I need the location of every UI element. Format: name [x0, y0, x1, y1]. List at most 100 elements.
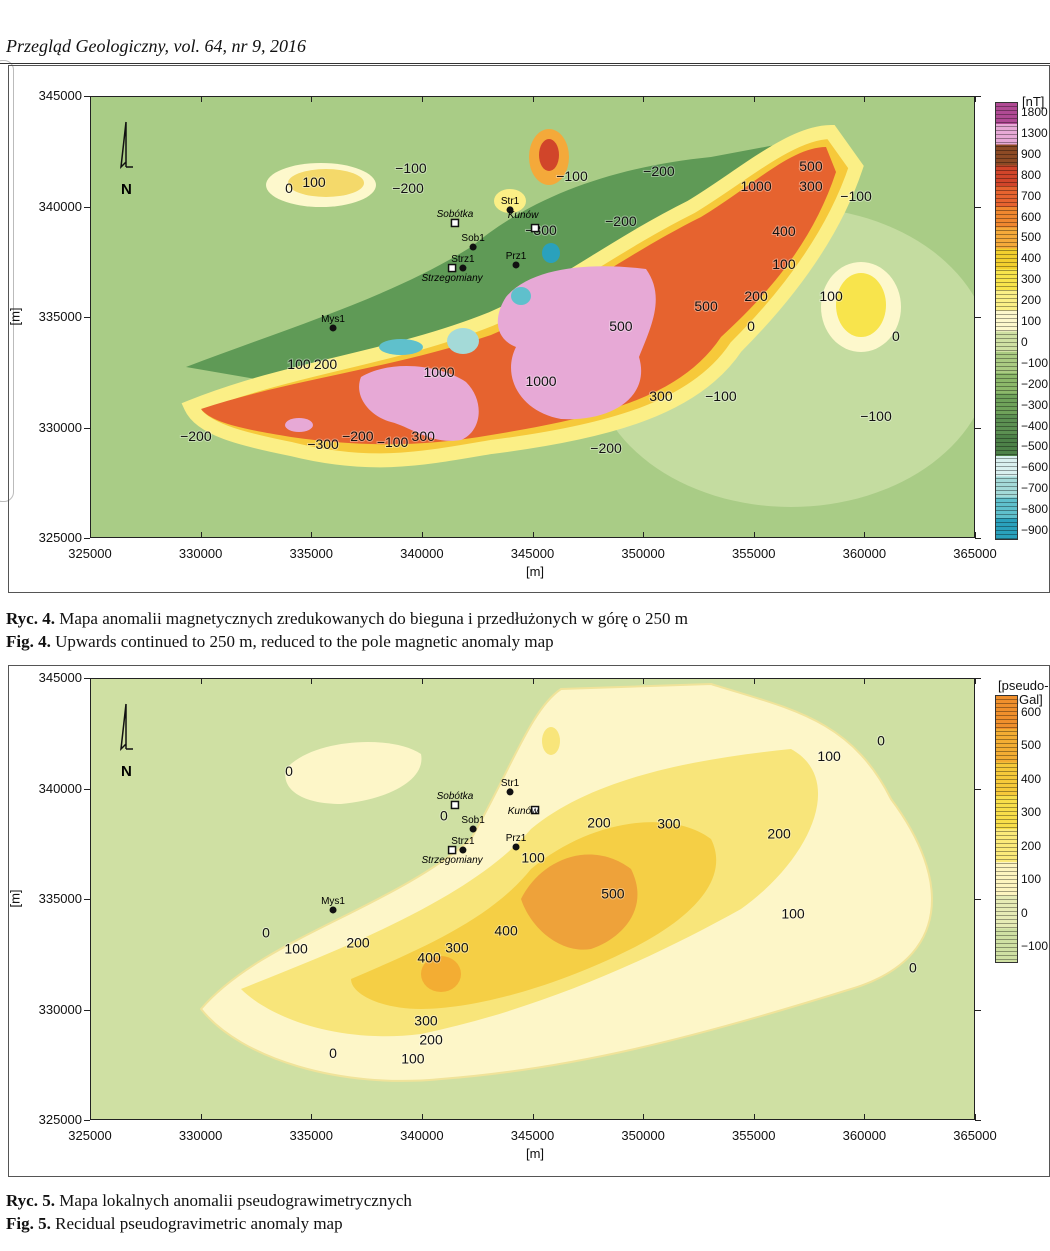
well-marker: Str1 — [501, 196, 520, 214]
well-dot-icon — [459, 264, 467, 272]
contour-label: 200 — [767, 826, 791, 842]
contour-label: −100 — [860, 408, 892, 424]
x-tick-mark — [753, 678, 755, 684]
contour-interval-lines — [996, 102, 1017, 540]
well-label: Sob1 — [461, 815, 485, 826]
anomaly-pink-east — [497, 266, 656, 420]
x-tick-mark — [200, 678, 202, 684]
town-marker: Sobótka — [437, 791, 474, 810]
y-tick-mark — [84, 1120, 90, 1121]
y-tick-label: 335000 — [38, 891, 82, 906]
y-tick-mark — [975, 1120, 981, 1121]
contour-label: 100 — [521, 850, 545, 866]
contour-label: 100 — [302, 174, 326, 190]
well-label: Strz1 — [451, 836, 475, 847]
legend-tick-label: 700 — [1021, 188, 1042, 203]
legend-tick-label: 100 — [1021, 872, 1042, 887]
legend-tick-label: 100 — [1021, 314, 1042, 328]
y-tick-mark — [84, 899, 90, 900]
y-tick-label: 340000 — [38, 780, 82, 796]
legend-tick-label: −400 — [1021, 418, 1049, 433]
well-label: Prz1 — [506, 833, 527, 844]
x-tick-mark — [200, 1114, 202, 1120]
x-tick-label: 340000 — [400, 1128, 444, 1143]
contour-label: 500 — [799, 158, 823, 174]
caption-text: Mapa anomalii magnetycznych zredukowanyc… — [59, 609, 689, 628]
contour-label: 300 — [649, 388, 673, 404]
legend-tick-label: −100 — [1021, 939, 1049, 953]
y-tick-mark — [84, 427, 90, 429]
y-axis-label: [m] — [7, 889, 23, 908]
legend-tick-label: −200 — [1021, 376, 1049, 391]
color-scale-bar — [995, 101, 1018, 541]
contour-label: 300 — [414, 1012, 438, 1028]
x-tick-mark — [421, 1114, 423, 1120]
legend-tick-label: −100 — [1021, 355, 1049, 370]
contour-label: −300 — [307, 436, 339, 452]
y-tick-label: 345000 — [38, 88, 82, 103]
x-tick-mark — [864, 678, 866, 684]
contour-label: 200 — [346, 934, 370, 950]
x-tick-mark — [90, 1114, 91, 1120]
well-marker: Str1 — [501, 778, 520, 796]
well-dot-icon — [512, 843, 520, 851]
caption-text: Mapa lokalnych anomalii pseudograwimetry… — [59, 1191, 412, 1210]
contour-label: 200 — [314, 356, 338, 372]
contour-label: −200 — [392, 180, 424, 196]
x-tick-mark — [864, 1114, 866, 1120]
contour-label: 0 — [262, 924, 270, 940]
contour-label: 400 — [772, 223, 796, 239]
header-rule — [0, 63, 1050, 64]
x-tick-mark — [864, 532, 866, 538]
contour-label: 1000 — [525, 373, 556, 389]
color-scale-bar — [995, 695, 1018, 963]
x-tick-mark — [975, 532, 976, 538]
legend-tick-label: 300 — [1021, 272, 1042, 287]
caption-label: Ryc. 5. — [6, 1191, 55, 1210]
legend-tick-label: 1300 — [1021, 125, 1048, 140]
anomaly-cyan-4 — [542, 243, 560, 263]
contour-label: 0 — [329, 1045, 337, 1061]
x-tick-mark — [532, 532, 534, 538]
x-tick-mark — [421, 96, 423, 102]
contour-label: 0 — [909, 959, 917, 975]
x-tick-mark — [643, 678, 645, 684]
well-label: Strzegomiany — [422, 855, 484, 866]
legend-tick-label: 0 — [1021, 905, 1028, 920]
anomaly-cyan-1 — [379, 339, 423, 355]
x-tick-mark — [311, 1114, 313, 1120]
contour-label: −200 — [342, 428, 374, 444]
contour-label: −100 — [395, 160, 427, 176]
zone-500 — [521, 854, 638, 950]
x-tick-mark — [864, 96, 866, 102]
legend-tick-label: 800 — [1021, 167, 1042, 182]
x-tick-mark — [643, 1114, 645, 1120]
figure-5-caption-pl: Ryc. 5. Mapa lokalnych anomalii pseudogr… — [6, 1191, 412, 1211]
well-marker: Strz1 — [451, 254, 475, 272]
town-marker: Strzegomiany — [422, 263, 484, 284]
x-tick-label: 355000 — [732, 546, 776, 561]
town-marker: Sobótka — [437, 209, 474, 228]
well-dot-icon — [469, 825, 477, 833]
y-tick-mark — [975, 538, 981, 539]
well-dot-icon — [469, 243, 477, 251]
legend-tick-label: 200 — [1021, 293, 1042, 308]
contour-label: −200 — [643, 163, 675, 179]
x-tick-label: 330000 — [178, 1128, 223, 1143]
contour-label: −100 — [840, 188, 872, 204]
x-tick-mark — [90, 96, 91, 102]
anomaly-north — [542, 727, 560, 755]
y-tick-label: 325000 — [38, 1112, 82, 1127]
north-arrow-icon: N — [120, 121, 133, 198]
contour-label: 500 — [601, 885, 625, 901]
town-square-icon — [530, 223, 540, 233]
x-tick-mark — [90, 532, 91, 538]
x-tick-label: 325000 — [68, 546, 112, 561]
x-tick-mark — [311, 532, 313, 538]
well-label: Prz1 — [506, 251, 527, 262]
magnetic-anomaly-map: 100 −100 −200 0 −100 −200 1000 500 300 −100 −300 −2… — [90, 96, 975, 538]
well-markers: Str1 Sob1 Strz1 Prz1 Mys1 Sobótka Kunów Strzego… — [321, 196, 540, 332]
contour-label: −200 — [605, 213, 637, 229]
contour-label: 0 — [285, 763, 293, 779]
well-label: Mys1 — [321, 314, 345, 325]
